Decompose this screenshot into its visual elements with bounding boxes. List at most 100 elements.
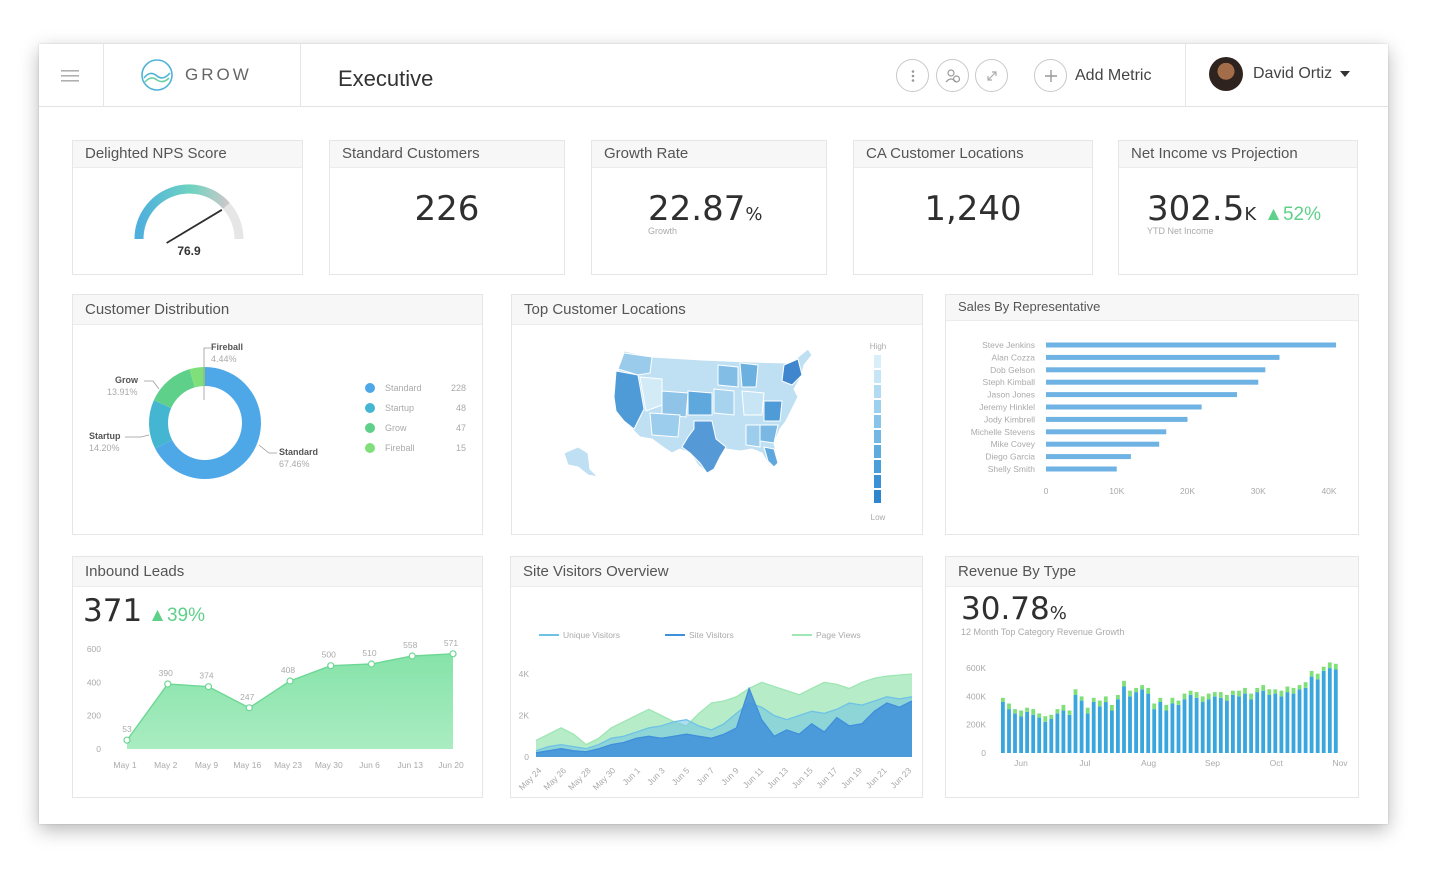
x-tick-label: Sep bbox=[1205, 758, 1220, 768]
revenue-bar bbox=[1146, 693, 1151, 753]
revenue-bar-top bbox=[1255, 687, 1260, 693]
fullscreen-button[interactable] bbox=[975, 59, 1008, 92]
point-label: 500 bbox=[322, 650, 336, 660]
revenue-bar bbox=[1212, 696, 1217, 753]
legend-count: 47 bbox=[456, 423, 466, 433]
kpi-value: 22.87% bbox=[648, 189, 762, 229]
revenue-bar bbox=[1170, 703, 1175, 753]
share-button[interactable] bbox=[936, 59, 969, 92]
x-tick-label: Jun 13 bbox=[765, 765, 790, 790]
revenue-bar-top bbox=[1297, 685, 1302, 690]
revenue-bar-top bbox=[1158, 697, 1163, 702]
card-title: Delighted NPS Score bbox=[73, 141, 302, 168]
revenue-bar bbox=[1164, 710, 1169, 753]
revenue-bar bbox=[1073, 695, 1078, 753]
sales-by-rep-chart: Steve Jenkins Alan Cozza Dob Gelson Steph K… bbox=[971, 340, 1337, 496]
revenue-bar-top bbox=[1303, 682, 1308, 688]
y-tick-label: 400 bbox=[87, 677, 101, 687]
y-tick-label: 200K bbox=[966, 720, 986, 730]
kpi-unit: % bbox=[745, 204, 763, 225]
kpi-delta: ▲52% bbox=[1264, 204, 1321, 225]
revenue-bar-top bbox=[1019, 710, 1023, 717]
standard-customers-card[interactable]: Standard Customers 226 bbox=[329, 140, 565, 275]
revenue-bar-top bbox=[1134, 687, 1138, 693]
x-tick-label: May 23 bbox=[274, 760, 302, 770]
kpi-delta: ▲39% bbox=[148, 605, 206, 626]
slice-pct: 67.46% bbox=[279, 459, 310, 469]
x-tick-label: Jun 1 bbox=[620, 765, 642, 787]
add-metric-button[interactable]: Add Metric bbox=[1034, 59, 1151, 92]
x-tick-label: Jun 11 bbox=[741, 765, 766, 790]
avatar bbox=[1209, 57, 1243, 91]
ca-locations-card[interactable]: CA Customer Locations 1,240 bbox=[853, 140, 1093, 275]
revenue-bar-top bbox=[1212, 692, 1217, 697]
scale-high-label: High bbox=[870, 342, 886, 351]
callout-line bbox=[144, 380, 160, 390]
top-customer-locations-card[interactable]: Top Customer Locations bbox=[511, 294, 923, 535]
revenue-bar bbox=[1116, 699, 1120, 753]
revenue-bar-top bbox=[1182, 693, 1187, 700]
x-tick-label: Jun 7 bbox=[694, 765, 716, 787]
map-scale-step bbox=[874, 355, 881, 368]
rep-label: Dob Gelson bbox=[990, 365, 1035, 375]
kpi-value: 30.78% bbox=[961, 591, 1067, 627]
revenue-bar bbox=[1158, 702, 1163, 753]
divider bbox=[1185, 44, 1186, 107]
revenue-bar bbox=[1140, 689, 1144, 753]
revenue-bar bbox=[1134, 692, 1138, 753]
kpi-number: 371 bbox=[83, 593, 143, 629]
revenue-by-type-card[interactable]: Revenue By Type 30.78% 12 Month Top Cate… bbox=[945, 556, 1359, 798]
growth-rate-card[interactable]: Growth Rate 22.87% Growth bbox=[591, 140, 827, 275]
leads-point bbox=[286, 677, 294, 685]
slice-pct: 13.91% bbox=[107, 387, 138, 397]
more-options-button[interactable] bbox=[896, 59, 929, 92]
y-tick-label: 0 bbox=[96, 744, 101, 754]
leads-point bbox=[123, 736, 131, 744]
revenue-bar-top bbox=[1206, 693, 1211, 700]
revenue-bar bbox=[1031, 714, 1036, 753]
customer-distribution-card[interactable]: Customer Distribution Fireball 4.44% Gro… bbox=[72, 294, 483, 535]
revenue-bar bbox=[1110, 710, 1114, 753]
revenue-bar bbox=[1261, 690, 1266, 753]
y-tick-label: 2K bbox=[519, 711, 530, 721]
user-menu[interactable]: David Ortiz bbox=[1209, 57, 1351, 91]
revenue-bar bbox=[1097, 706, 1102, 753]
hamburger-menu-button[interactable] bbox=[39, 44, 103, 107]
card-title: Net Income vs Projection bbox=[1119, 141, 1357, 168]
leads-point bbox=[367, 660, 376, 668]
kpi-value: 371 ▲39% bbox=[83, 593, 205, 629]
revenue-bar-top bbox=[1061, 704, 1066, 711]
slice-label: Fireball bbox=[211, 342, 243, 352]
revenue-bar-top bbox=[1218, 692, 1223, 698]
revenue-bar-top bbox=[1188, 690, 1193, 695]
line-site-visitors bbox=[535, 696, 913, 752]
sales-by-rep-card[interactable]: Sales By Representative Steve Jenkins Ala… bbox=[945, 294, 1359, 535]
x-tick-label: Jun 20 bbox=[438, 760, 464, 770]
card-title: Standard Customers bbox=[330, 141, 564, 168]
leads-point bbox=[204, 683, 213, 691]
customer-distribution-chart: Fireball 4.44% Grow 13.91% Startup 14.20… bbox=[89, 342, 466, 479]
revenue-bar-top bbox=[1055, 709, 1060, 714]
site-visitors-card[interactable]: Site Visitors Overview Unique Visitors Si… bbox=[510, 556, 923, 798]
revenue-bar-top bbox=[1152, 703, 1157, 710]
brand-logo[interactable]: GROW bbox=[139, 57, 252, 93]
nps-card[interactable]: Delighted NPS Score 76.9 bbox=[72, 140, 303, 275]
revenue-bar-top bbox=[1291, 687, 1296, 694]
legend-count: 48 bbox=[456, 403, 466, 413]
net-income-card[interactable]: Net Income vs Projection 302.5K ▲52% YTD … bbox=[1118, 140, 1358, 275]
revenue-bar bbox=[1279, 696, 1284, 753]
revenue-bar-top bbox=[1085, 707, 1090, 714]
rep-bar bbox=[1046, 392, 1238, 398]
point-label: 408 bbox=[281, 665, 295, 675]
revenue-bar-top bbox=[1273, 689, 1278, 694]
map-scale-step bbox=[874, 445, 881, 458]
card-title: Top Customer Locations bbox=[512, 295, 922, 325]
inbound-leads-card[interactable]: Inbound Leads 371 ▲39% 600 400 200 0 53 390 374… bbox=[72, 556, 483, 798]
slice-pct: 14.20% bbox=[89, 443, 120, 453]
y-tick-label: 400K bbox=[966, 691, 986, 701]
point-label: 571 bbox=[444, 638, 458, 648]
revenue-bar bbox=[1019, 716, 1023, 753]
revenue-bar-top bbox=[1231, 690, 1235, 695]
revenue-bar bbox=[1128, 696, 1132, 753]
legend-count: 228 bbox=[451, 383, 466, 393]
